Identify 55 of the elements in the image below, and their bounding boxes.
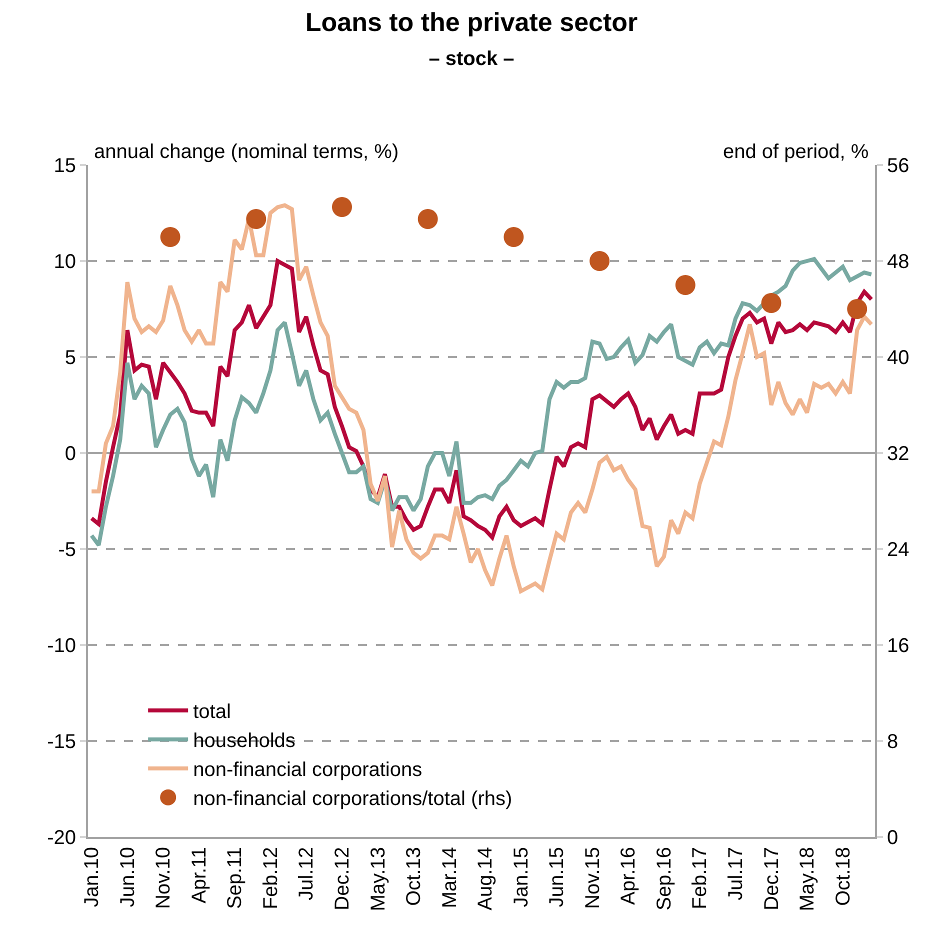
x-tick-label: Jul.12	[296, 847, 318, 900]
x-tick-label: Apr.11	[188, 847, 210, 904]
x-tick-label: Jun.10	[116, 847, 139, 908]
legend-label: total	[193, 701, 231, 724]
y-tick-label: 15	[54, 155, 76, 177]
point	[590, 251, 610, 271]
y2-axis-title: end of period, %	[723, 141, 869, 163]
y2-tick-label: 56	[887, 155, 910, 177]
legend-label: non-financial corporations	[193, 759, 422, 782]
y-axis-title: annual change (nominal terms, %)	[94, 141, 399, 163]
point	[418, 209, 438, 229]
point	[847, 299, 868, 319]
x-tick-label: Oct.18	[832, 847, 854, 906]
x-tick-label: Apr.16	[618, 847, 640, 905]
x-tick-label: Jan.15	[510, 847, 532, 908]
y2-tick-label: 48	[887, 251, 910, 273]
point	[761, 293, 782, 313]
y-tick-label: -10	[47, 635, 76, 657]
legend-label: non-financial corporations/total (rhs)	[193, 788, 512, 810]
x-tick-label: May.18	[796, 847, 819, 912]
y2-tick-label: 32	[887, 443, 910, 465]
point	[246, 209, 266, 229]
x-tick-label: Oct.13	[403, 847, 426, 906]
x-tick-label: Jan.10	[81, 847, 104, 908]
x-tick-label: Aug.14	[474, 847, 497, 910]
y-tick-label: 5	[64, 347, 76, 369]
y2-tick-label: 16	[887, 635, 910, 657]
y-tick-label: 0	[64, 443, 76, 465]
y-tick-label: -20	[47, 827, 76, 849]
x-tick-label: Sep.16	[653, 847, 676, 910]
x-tick-label: Nov.10	[152, 847, 175, 909]
y-tick-label: -5	[58, 539, 76, 561]
x-tick-label: Feb.17	[689, 847, 712, 910]
x-tick-label: May.13	[367, 847, 390, 912]
point	[675, 275, 696, 295]
x-tick-label: Dec.17	[760, 847, 783, 910]
x-tick-label: Nov.15	[582, 847, 604, 909]
y-tick-label: -15	[47, 731, 76, 753]
point	[504, 227, 524, 247]
point	[332, 197, 352, 217]
legend-label: households	[193, 730, 296, 752]
x-tick-label: Jun.15	[546, 847, 568, 908]
chart-title: Loans to the private sector	[305, 7, 638, 38]
chart-subtitle: – stock –	[428, 48, 514, 70]
y2-tick-label: 24	[887, 539, 910, 561]
y2-tick-label: 40	[887, 347, 910, 369]
x-tick-label: Sep.11	[224, 847, 246, 909]
x-tick-label: Dec.12	[331, 847, 354, 910]
x-tick-label: Jul.17	[724, 847, 747, 900]
y2-tick-label: 8	[887, 731, 898, 753]
y-tick-label: 10	[54, 251, 76, 273]
x-tick-label: Mar.14	[438, 847, 461, 908]
point	[160, 227, 180, 247]
y2-tick-label: 0	[887, 827, 898, 849]
x-tick-label: Feb.12	[260, 847, 282, 910]
